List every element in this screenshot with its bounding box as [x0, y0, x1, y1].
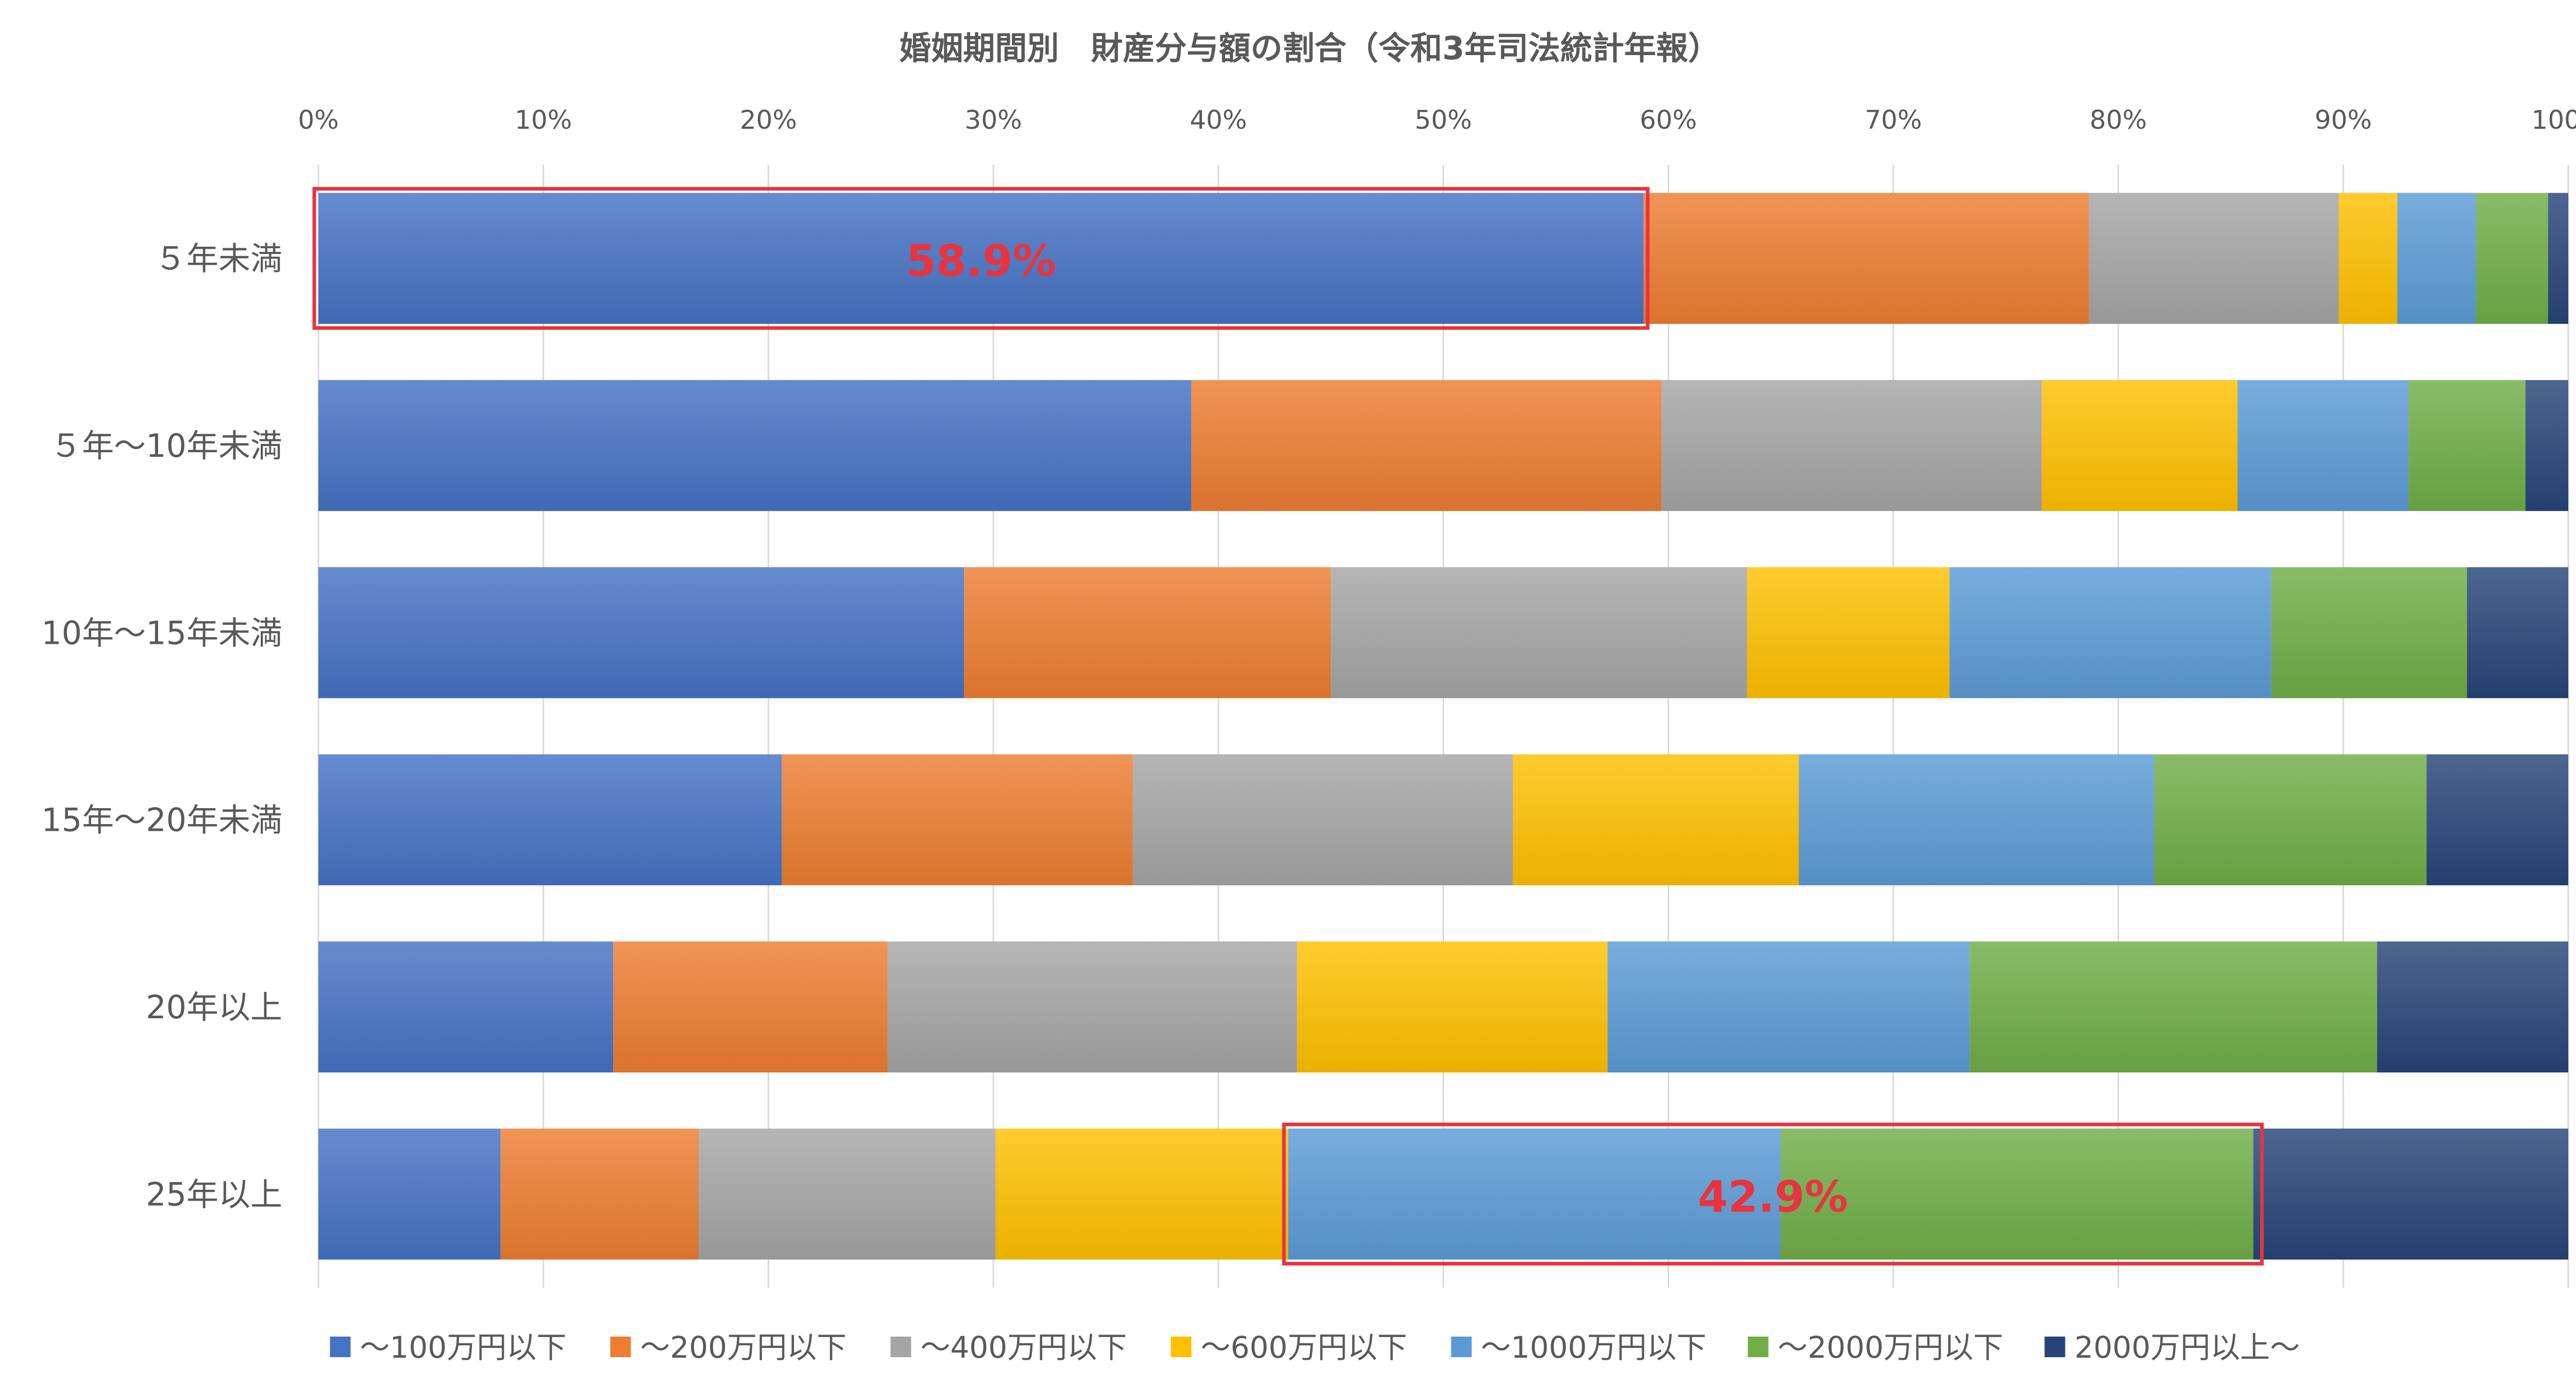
bar-segment [2253, 1128, 2568, 1260]
bar-segment [318, 1128, 501, 1260]
bar-segment [1662, 380, 2042, 511]
bar-segment [1513, 754, 1799, 885]
x-axis-ticks: 0% 10% 20% 30% 40% 50% 60% 70% 80% 90% 100% [298, 105, 2576, 135]
bar-segment [1950, 567, 2272, 698]
bar-segment [1747, 567, 1950, 698]
x-tick-label: 30% [965, 105, 1022, 135]
x-tick-label: 0% [298, 105, 338, 135]
legend-label: ～100万円以下 [360, 1330, 567, 1365]
bar-segment [964, 567, 1331, 698]
category-label: ５年～10年未満 [50, 427, 282, 465]
bar-segment [613, 941, 888, 1073]
bar-segment [887, 941, 1297, 1073]
x-tick-label: 90% [2315, 105, 2372, 135]
bar-segment [2271, 567, 2467, 698]
bars [318, 193, 2568, 1260]
bar-segment [1331, 567, 1748, 698]
bar-segment [1643, 193, 2089, 324]
annotations: 58.9% 42.9% [312, 187, 2264, 1266]
bar-segment [500, 1128, 699, 1260]
y-axis-categories: ５年未満 ５年～10年未満 10年～15年未満 15年～20年未満 20年以上 25年以上 [41, 240, 282, 1213]
highlight-box [1282, 1122, 2264, 1266]
category-label: 15年～20年未満 [41, 801, 282, 839]
x-tick-label: 60% [1640, 105, 1697, 135]
bar-segment [2476, 193, 2548, 324]
x-tick-label: 20% [740, 105, 797, 135]
bar-segment [318, 567, 964, 698]
bar-segment [318, 193, 1644, 324]
bar-segment [1799, 754, 2155, 885]
bar-segment [2467, 567, 2568, 698]
bar-segment [1970, 941, 2377, 1073]
legend-label: ～1000万円以下 [1481, 1330, 1707, 1365]
bar-segment [318, 380, 1192, 511]
x-tick-label: 70% [1865, 105, 1922, 135]
bar-segment [1288, 1128, 1781, 1260]
bar-segment [2408, 380, 2526, 511]
bar-segment [2338, 193, 2398, 324]
chart-title: 婚姻期間別 財産分与額の割合（令和3年司法統計年報） [899, 29, 1720, 67]
legend-label: ～600万円以下 [1201, 1330, 1408, 1365]
annotation-label: 58.9% [906, 236, 1056, 286]
bar-segment [318, 941, 614, 1073]
x-tick-label: 80% [2090, 105, 2147, 135]
x-tick-label: 50% [1415, 105, 1472, 135]
highlight-box [312, 187, 1650, 330]
bar-segment [2042, 380, 2238, 511]
category-label: ５年未満 [155, 240, 282, 278]
bar-segment [1297, 941, 1608, 1073]
legend-label: ～400万円以下 [921, 1330, 1127, 1365]
legend-label: 2000万円以上～ [2075, 1330, 2300, 1365]
bar-segment [1132, 754, 1513, 885]
bar-segment [2154, 754, 2427, 885]
bar-segment [2548, 193, 2568, 324]
legend-swatch [890, 1337, 911, 1357]
bar-segment [2426, 754, 2568, 885]
category-label: 20年以上 [146, 988, 282, 1026]
gridlines [317, 165, 2569, 1288]
legend-label: ～2000万円以下 [1778, 1330, 2004, 1365]
bar-segment [318, 754, 782, 885]
bar-segment [2089, 193, 2339, 324]
bar-segment [1781, 1128, 2253, 1260]
legend-swatch [1171, 1337, 1192, 1357]
legend-label: ～200万円以下 [640, 1330, 847, 1365]
x-tick-label: 40% [1190, 105, 1247, 135]
bar-segment [782, 754, 1133, 885]
legend-swatch [610, 1337, 631, 1357]
bar-segment [995, 1128, 1289, 1260]
category-label: 10年～15年未満 [41, 614, 282, 652]
legend-swatch [330, 1337, 351, 1357]
legend-swatch [2044, 1337, 2065, 1357]
bar-segment [2397, 193, 2476, 324]
legend-swatch [1748, 1337, 1769, 1357]
bar-segment [699, 1128, 996, 1260]
bar-segment [2377, 941, 2568, 1073]
annotation-label: 42.9% [1698, 1171, 1848, 1222]
bar-segment [1191, 380, 1662, 511]
category-label: 25年以上 [146, 1175, 282, 1213]
bar-segment [2238, 380, 2409, 511]
bar-segment [1607, 941, 1970, 1073]
x-tick-label: 10% [515, 105, 572, 135]
legend: ～100万円以下 ～200万円以下 ～400万円以下 ～600万円以下 ～1000万円以… [330, 1330, 2300, 1365]
x-tick-label: 100% [2532, 105, 2576, 135]
legend-swatch [1451, 1337, 1472, 1357]
bar-segment [2526, 380, 2568, 511]
